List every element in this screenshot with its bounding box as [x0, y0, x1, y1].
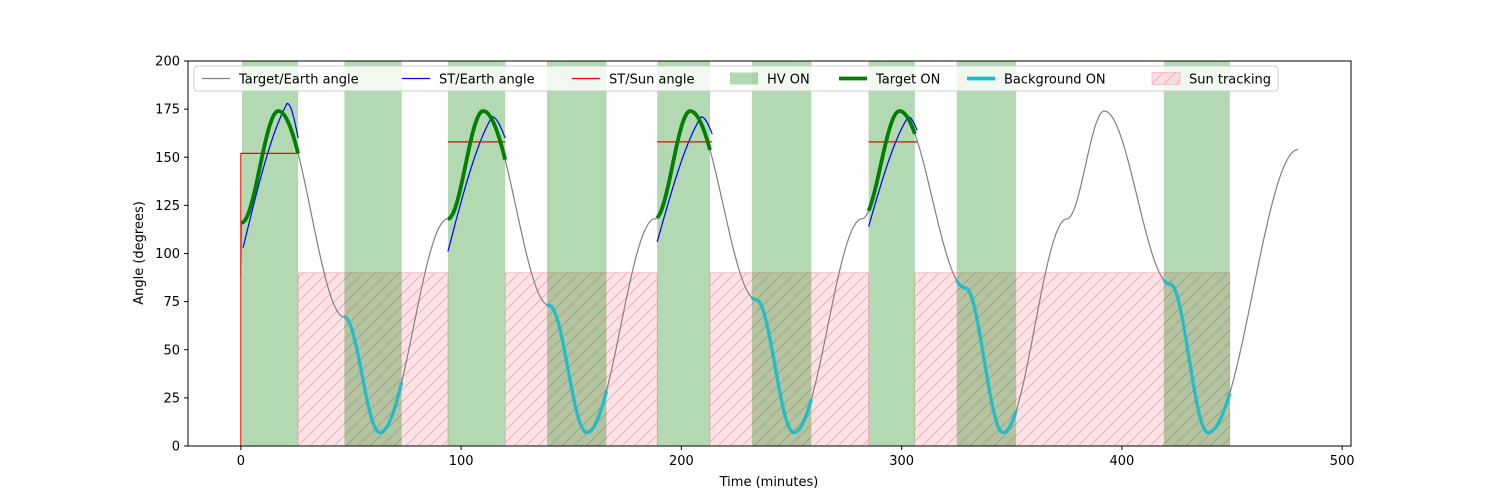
- legend-swatch-hatch: [1151, 72, 1181, 85]
- background-on-line: [955, 279, 1018, 435]
- y-tick-label: 175: [155, 103, 180, 118]
- st-earth-angle-line: [242, 102, 299, 248]
- sun-tracking-hatch: [504, 272, 658, 446]
- legend-item: ST/Sun angle: [572, 73, 695, 88]
- legend-label: HV ON: [767, 73, 810, 88]
- legend-label: Target ON: [875, 73, 940, 88]
- y-tick-label: 0: [172, 440, 180, 455]
- y-tick-label: 75: [163, 295, 180, 310]
- y-tick-label: 200: [155, 55, 180, 70]
- legend-item: Background ON: [967, 73, 1106, 88]
- target-on-line: [866, 109, 917, 212]
- legend-box: [193, 65, 1279, 92]
- legend-label: Target/Earth angle: [238, 73, 359, 88]
- y-tick-label: 150: [155, 151, 180, 166]
- x-tick-label: 500: [1330, 454, 1355, 469]
- hv-on-span: [956, 61, 1017, 446]
- st-earth-angle-line: [656, 116, 713, 243]
- hv-on-span: [547, 61, 607, 446]
- legend-label: Sun tracking: [1189, 73, 1271, 88]
- target-on-line: [447, 109, 508, 221]
- legend-item: Target/Earth angle: [202, 73, 359, 88]
- hv-on-span: [751, 61, 812, 446]
- target-on-line: [655, 109, 712, 220]
- y-axis-label: Angle (degrees): [132, 201, 147, 305]
- x-tick-label: 200: [669, 454, 694, 469]
- background-on-line: [750, 296, 814, 435]
- target-on-line: [241, 109, 300, 225]
- st-sun-angle-line: [240, 152, 299, 446]
- legend: Target/Earth angle ST/Earth angle ST/Sun a…: [193, 65, 1279, 92]
- legend-swatch: [730, 72, 758, 85]
- legend-label: ST/Earth angle: [439, 73, 535, 88]
- x-tick-label: 0: [237, 454, 245, 469]
- legend-item: Target ON: [839, 73, 940, 88]
- background-on-line: [1162, 278, 1232, 435]
- y-tick-label: 25: [163, 391, 180, 406]
- y-tick-label: 50: [163, 343, 180, 358]
- background-on-line: [343, 315, 404, 435]
- line-layer: [240, 102, 1299, 446]
- hv-on-span: [1163, 61, 1230, 446]
- x-tick-label: 100: [449, 454, 474, 469]
- x-axis-label: Time (minutes): [719, 475, 819, 490]
- legend-label: ST/Sun angle: [609, 73, 695, 88]
- legend-item: HV ON: [730, 72, 810, 88]
- y-tick-label: 125: [155, 199, 180, 214]
- legend-item: ST/Earth angle: [402, 73, 535, 88]
- legend-item: Sun tracking: [1151, 72, 1271, 88]
- axes-layer: 0 100 200 300 400 500 0 25 50 75 100 125 150 175 200: [155, 55, 1354, 470]
- hv-on-span: [344, 61, 402, 446]
- sun-tracking-hatch: [709, 272, 869, 446]
- x-tick-label: 400: [1110, 454, 1135, 469]
- background-on-line: [546, 303, 609, 435]
- y-tick-label: 100: [155, 247, 180, 262]
- legend-label: Background ON: [1004, 73, 1106, 88]
- x-tick-label: 300: [889, 454, 914, 469]
- patch-layer: [241, 61, 1231, 446]
